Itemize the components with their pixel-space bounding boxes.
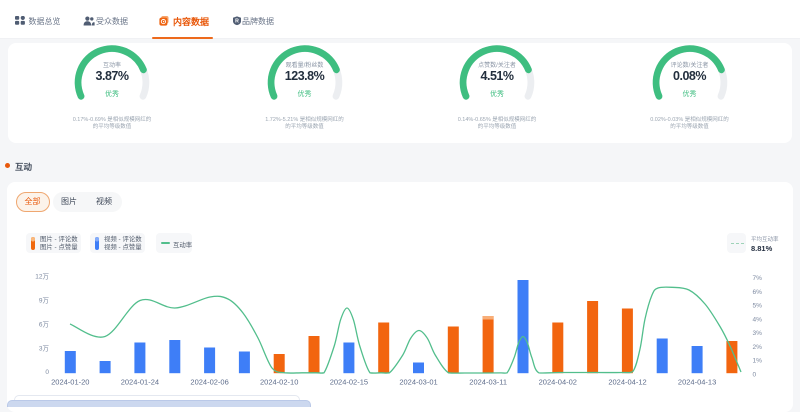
svg-text:2024-01-20: 2024-01-20 [51,378,89,387]
svg-text:0: 0 [45,369,49,376]
svg-text:5%: 5% [753,303,763,310]
svg-text:0: 0 [753,372,757,379]
svg-text:1%: 1% [753,358,763,365]
svg-text:R: R [235,19,239,25]
svg-text:2024-04-12: 2024-04-12 [608,378,646,387]
svg-text:6%: 6% [753,289,763,296]
svg-text:2%: 2% [753,344,763,351]
svg-text:12万: 12万 [35,273,49,281]
svg-text:2024-02-10: 2024-02-10 [260,378,298,387]
svg-text:2024-01-24: 2024-01-24 [121,378,159,387]
svg-text:9万: 9万 [39,297,50,305]
svg-text:4%: 4% [753,316,763,323]
svg-text:2024-03-11: 2024-03-11 [469,378,507,387]
svg-text:7%: 7% [753,275,763,282]
svg-text:3万: 3万 [39,345,50,353]
svg-text:2024-03-01: 2024-03-01 [399,378,437,387]
svg-text:2024-02-15: 2024-02-15 [330,378,368,387]
svg-text:6万: 6万 [39,321,50,329]
svg-text:3%: 3% [753,330,763,337]
svg-text:2024-04-13: 2024-04-13 [678,378,716,387]
svg-text:2024-02-06: 2024-02-06 [190,378,228,387]
svg-text:2024-04-02: 2024-04-02 [539,378,577,387]
